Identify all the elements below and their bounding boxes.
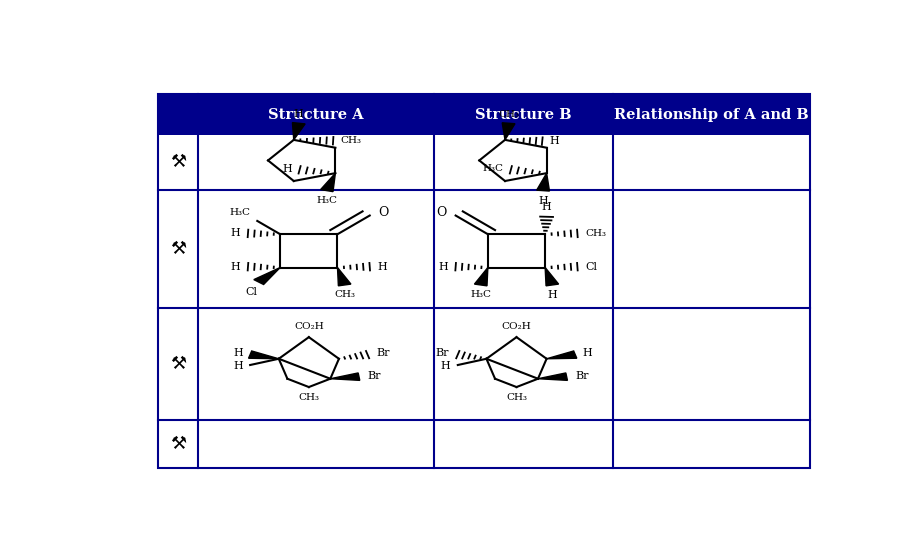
Text: ⚒: ⚒ bbox=[170, 435, 187, 453]
Polygon shape bbox=[537, 173, 550, 191]
Text: H₃C: H₃C bbox=[470, 290, 492, 299]
Text: Br: Br bbox=[376, 348, 390, 359]
Text: H: H bbox=[538, 195, 548, 206]
Text: H: H bbox=[547, 290, 557, 300]
Text: CH₃: CH₃ bbox=[334, 290, 355, 299]
Text: H: H bbox=[230, 228, 240, 238]
Polygon shape bbox=[474, 267, 488, 286]
Polygon shape bbox=[249, 351, 279, 359]
Text: H: H bbox=[541, 202, 552, 212]
Text: ⚒: ⚒ bbox=[170, 355, 187, 373]
Text: CH₃: CH₃ bbox=[506, 393, 527, 402]
Text: Br: Br bbox=[368, 371, 381, 381]
Text: CO₂H: CO₂H bbox=[294, 322, 323, 331]
Text: H₃C: H₃C bbox=[316, 195, 337, 205]
Text: CH₃: CH₃ bbox=[298, 393, 320, 402]
Text: CH₃: CH₃ bbox=[340, 136, 361, 145]
Text: CH₃: CH₃ bbox=[498, 110, 519, 119]
Text: Cl: Cl bbox=[585, 262, 597, 272]
Polygon shape bbox=[292, 123, 305, 140]
Text: H: H bbox=[438, 262, 448, 272]
Text: H: H bbox=[378, 262, 387, 272]
Text: ⚒: ⚒ bbox=[170, 240, 187, 258]
Polygon shape bbox=[503, 123, 515, 140]
Text: H: H bbox=[233, 348, 243, 359]
Text: O: O bbox=[437, 206, 447, 219]
Polygon shape bbox=[321, 173, 335, 192]
Text: H₃C: H₃C bbox=[482, 165, 504, 173]
Text: H: H bbox=[441, 361, 451, 372]
Text: H: H bbox=[550, 136, 559, 146]
Polygon shape bbox=[331, 373, 359, 380]
Text: CH₃: CH₃ bbox=[585, 229, 606, 238]
Text: Relationship of A and B: Relationship of A and B bbox=[614, 107, 809, 122]
Polygon shape bbox=[547, 351, 577, 359]
Text: H: H bbox=[233, 361, 243, 372]
Polygon shape bbox=[545, 267, 559, 286]
Text: CO₂H: CO₂H bbox=[502, 322, 531, 331]
Text: H: H bbox=[294, 109, 304, 119]
Text: Br: Br bbox=[436, 348, 449, 359]
Text: Structure A: Structure A bbox=[268, 107, 364, 122]
Text: Structure B: Structure B bbox=[476, 107, 572, 122]
Bar bbox=[159, 94, 810, 136]
Polygon shape bbox=[538, 373, 567, 380]
Text: Br: Br bbox=[576, 371, 589, 381]
Polygon shape bbox=[337, 267, 351, 286]
Text: H: H bbox=[230, 262, 240, 272]
Text: Cl: Cl bbox=[246, 287, 258, 296]
Polygon shape bbox=[254, 267, 280, 285]
Text: ⚒: ⚒ bbox=[170, 153, 187, 172]
Text: O: O bbox=[378, 206, 389, 219]
Text: H: H bbox=[582, 348, 592, 359]
Text: H: H bbox=[283, 164, 292, 174]
Text: H₃C: H₃C bbox=[229, 208, 250, 217]
